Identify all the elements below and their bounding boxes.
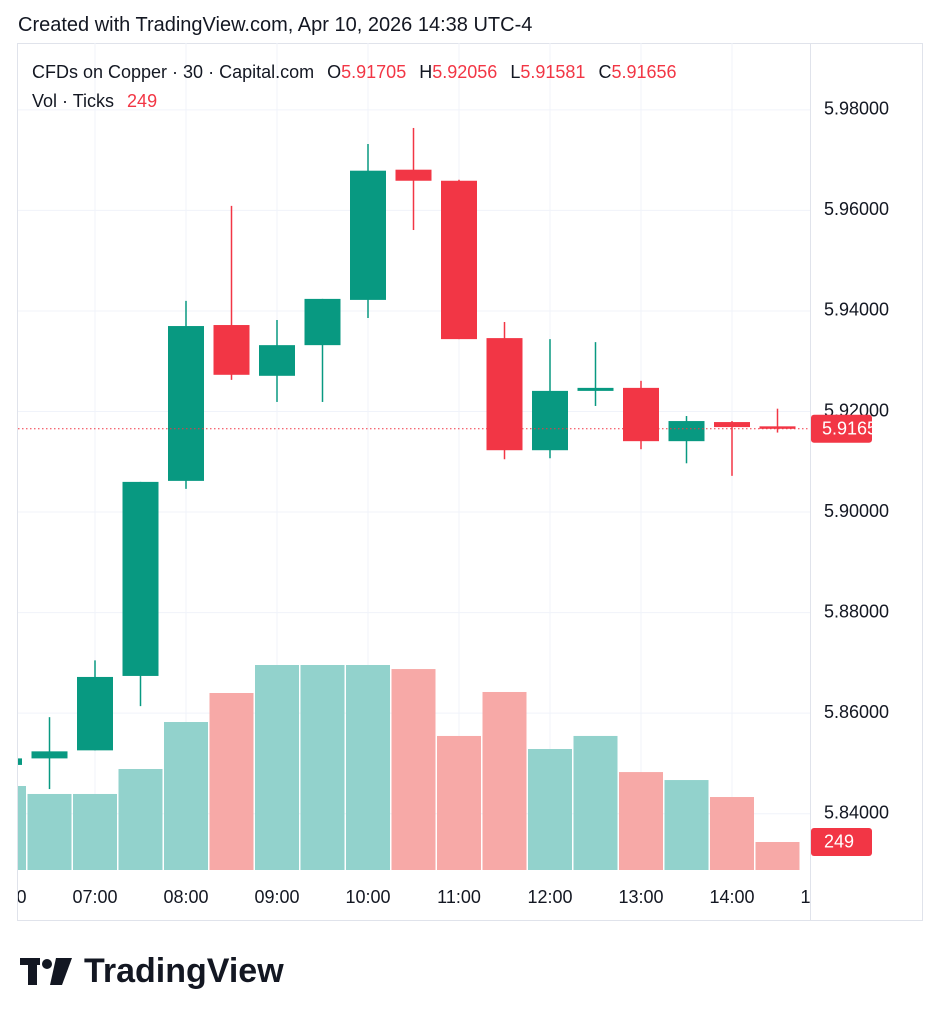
volume-label: 249 [824, 832, 854, 852]
candle-body [577, 387, 614, 391]
ohlc-label: O [327, 62, 342, 82]
y-tick-label: 5.88000 [824, 601, 889, 621]
candle-body [213, 325, 250, 375]
candle-body [77, 676, 113, 751]
chart-frame [17, 43, 923, 921]
volume-bar [18, 785, 26, 870]
ohlc-value: 5.91705 [341, 62, 407, 82]
x-tick-label: 12:00 [527, 887, 572, 907]
price-label-box [811, 414, 872, 443]
ohlc-value: 5.92056 [432, 62, 498, 82]
header: Created with TradingView.com, Apr 10, 20… [18, 14, 533, 36]
logo [20, 958, 72, 985]
candle-body [350, 170, 386, 300]
candle-body [623, 387, 659, 442]
volume-bar [528, 749, 572, 870]
y-tick-label: 5.84000 [824, 802, 889, 822]
volume-bar [664, 780, 709, 870]
volume-bar [710, 797, 754, 870]
candle-body [441, 180, 477, 340]
candle-body [668, 421, 705, 442]
symbol-title: CFDs on Copper · 30 · Capital.com [32, 62, 315, 82]
volume-bar [300, 665, 345, 870]
x-tick-label: 07:00 [72, 887, 117, 907]
legend: CFDs on Copper · 30 · Capital.com O5.917… [32, 62, 807, 83]
x-tick-label: 11:00 [437, 887, 481, 907]
candle-body [532, 390, 568, 451]
y-tick-label: 5.90000 [824, 501, 889, 521]
x-tick-label: 09:00 [254, 887, 299, 907]
x-tick-label: 06:00 [0, 887, 27, 907]
y-tick-label: 5.98000 [824, 99, 889, 119]
volume-bar [73, 793, 117, 870]
candle-body [759, 426, 796, 429]
volume-bar [391, 669, 436, 870]
volume-title: Vol · Ticks [32, 91, 115, 111]
volume-label-box [811, 827, 872, 856]
ohlc-label: L [510, 62, 521, 82]
y-tick-label: 5.86000 [824, 702, 889, 722]
ohlc-label: C [598, 62, 612, 82]
volume-bar [573, 735, 618, 870]
candle-body [486, 338, 523, 451]
y-tick-label: 5.96000 [824, 199, 889, 219]
volume-bar [209, 693, 254, 870]
ohlc-value: 5.91656 [611, 62, 677, 82]
volume-bar [27, 793, 72, 870]
volume-bar [118, 769, 163, 870]
candle-body [259, 345, 295, 376]
x-tick-label: 15:00 [800, 887, 845, 907]
candle-body [395, 169, 432, 181]
volume-bar [164, 722, 208, 870]
candle-body [18, 758, 22, 765]
volume-bar [255, 665, 299, 870]
ohlc-value: 5.91581 [520, 62, 586, 82]
x-tick-label: 13:00 [618, 887, 663, 907]
candle-body [31, 751, 68, 759]
volume-bar [346, 665, 390, 870]
volume-bar [619, 772, 663, 870]
volume-bar [437, 735, 481, 870]
brand: TradingView [84, 952, 284, 990]
ohlc-label: H [419, 62, 433, 82]
x-tick-label: 08:00 [163, 887, 208, 907]
volume-bar [755, 841, 800, 870]
volume-legend: Vol · Ticks 249 [32, 91, 157, 112]
candle-body [714, 422, 750, 428]
x-tick-label: 10:00 [345, 887, 390, 907]
candle-body [304, 298, 341, 346]
x-tick-label: 14:00 [709, 887, 754, 907]
volume-bar [482, 691, 527, 870]
candle-body [168, 326, 204, 481]
price-label: 5.91656 [822, 419, 887, 439]
candle-body [122, 481, 159, 676]
volume-value: 249 [127, 91, 158, 111]
y-tick-label: 5.94000 [824, 300, 889, 320]
